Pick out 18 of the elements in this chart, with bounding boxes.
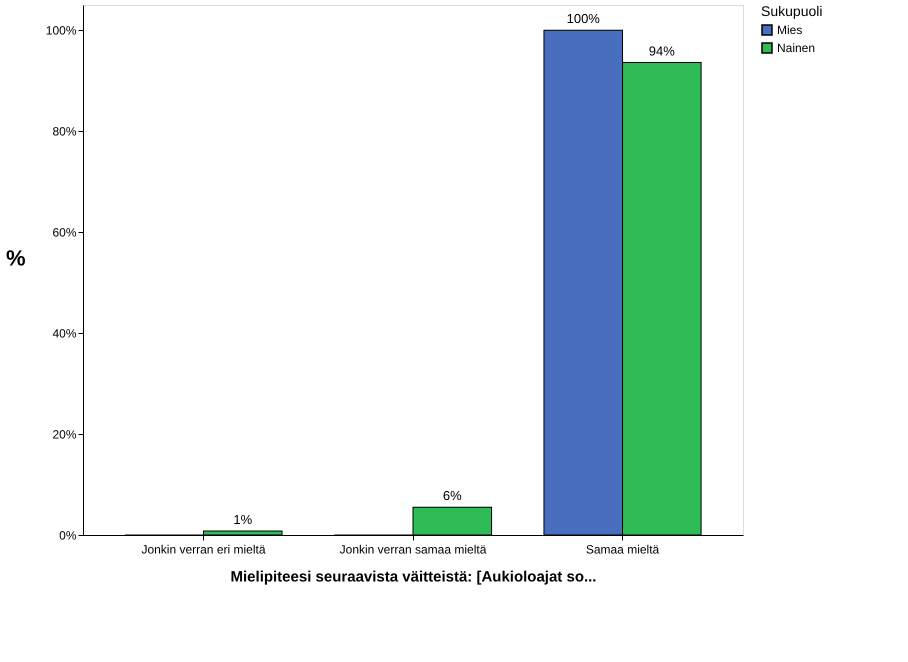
data-label: 94% xyxy=(648,44,676,59)
legend-label: Mies xyxy=(777,23,802,37)
x-tick-label: Jonkin verran eri mieltä xyxy=(141,542,266,556)
y-tick-label: 0% xyxy=(59,528,77,542)
x-axis-title: Mielipiteesi seuraavista väitteistä: [Aukioloajat so... xyxy=(230,568,596,586)
y-tick-label: 60% xyxy=(52,226,77,240)
data-label: 6% xyxy=(442,488,462,504)
x-tick-label: Jonkin verran samaa mieltä xyxy=(340,542,487,556)
x-tick-label: Samaa mieltä xyxy=(586,542,660,556)
legend-title: Sukupuoli xyxy=(761,3,822,19)
y-tick-label: 20% xyxy=(52,428,77,442)
data-label: 1% xyxy=(233,512,253,527)
legend-label: Nainen xyxy=(777,41,816,55)
y-tick-label: 100% xyxy=(46,24,77,38)
data-label: 100% xyxy=(566,11,600,26)
y-axis-title: % xyxy=(6,246,26,270)
y-tick-label: 40% xyxy=(52,326,77,341)
y-tick-label: 80% xyxy=(52,124,77,139)
